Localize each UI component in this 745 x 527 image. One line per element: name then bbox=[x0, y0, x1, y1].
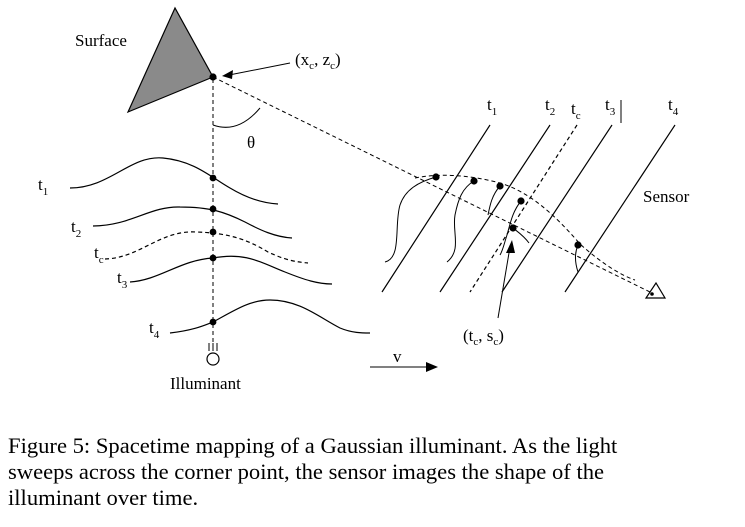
sensor-point-arrow bbox=[497, 246, 511, 319]
sensor-profile-2 bbox=[446, 180, 475, 263]
velocity-arrowhead bbox=[426, 362, 438, 372]
gaussian-curve-t4 bbox=[169, 299, 371, 334]
sensor-point-a bbox=[470, 177, 478, 185]
svg-text:(xc, zc): (xc, zc) bbox=[295, 50, 341, 72]
curve-point-tc bbox=[209, 228, 217, 236]
right-time-label-tc: tc bbox=[571, 99, 581, 122]
sensor-eye-icon bbox=[644, 281, 667, 299]
left-time-label-t4: t4 bbox=[149, 318, 160, 341]
sensor-point-b bbox=[496, 182, 504, 190]
surface-triangle bbox=[126, 6, 214, 114]
right-time-label-t2: t2 bbox=[545, 95, 555, 118]
gaussian-curve-tc bbox=[104, 231, 309, 264]
sensor-profile-6 bbox=[574, 244, 579, 273]
left-time-label-t2: t2 bbox=[71, 217, 81, 240]
right-time-label-t1: t1 bbox=[487, 95, 497, 118]
sensor-point-arrowhead bbox=[506, 240, 515, 253]
caption-line-2: sweeps across the corner point, the sens… bbox=[8, 459, 605, 484]
caption-line-1: Figure 5: Spacetime mapping of a Gaussia… bbox=[8, 433, 618, 458]
theta-arc bbox=[212, 107, 261, 128]
figure-caption: Figure 5: Spacetime mapping of a Gaussia… bbox=[8, 433, 740, 511]
right-time-label-t3: t3 bbox=[605, 95, 616, 118]
sensor-line-t2 bbox=[439, 124, 551, 293]
gaussian-curve-t1 bbox=[69, 157, 279, 205]
gaussian-curve-t3 bbox=[129, 255, 333, 285]
curve-point-t3 bbox=[209, 254, 217, 262]
gaussian-curve-t2 bbox=[92, 206, 293, 239]
illuminant-label: Illuminant bbox=[170, 374, 241, 393]
caption-line-3: illuminant over time. bbox=[8, 485, 199, 510]
sensor-point-c bbox=[517, 197, 525, 205]
theta-label: θ bbox=[247, 133, 255, 152]
surface-label: Surface bbox=[75, 31, 127, 50]
sensor-envelope-curve bbox=[414, 174, 636, 281]
curve-point-t4 bbox=[209, 318, 217, 326]
right-time-label-t4: t4 bbox=[668, 95, 679, 118]
sensor-line-t1 bbox=[381, 124, 491, 293]
sensor-point-tc bbox=[509, 224, 517, 232]
sensor-label: Sensor bbox=[643, 187, 690, 206]
sensor-point-t4 bbox=[574, 241, 582, 249]
sensor-line-tc bbox=[469, 124, 578, 293]
spacetime-figure: Surface (xc, zc) θ t1 t2 tc t3 t4 Illumi… bbox=[38, 6, 690, 393]
illuminant-icon bbox=[206, 343, 220, 366]
left-time-label-t3: t3 bbox=[117, 268, 128, 291]
corner-arrow bbox=[223, 62, 291, 77]
corner-arrowhead bbox=[222, 70, 233, 79]
velocity-label: v bbox=[393, 347, 402, 366]
left-time-label-tc: tc bbox=[94, 243, 104, 266]
corner-point-label: (xc, zc) bbox=[295, 50, 341, 72]
curve-point-t1 bbox=[209, 174, 217, 182]
sensor-point-t1 bbox=[432, 173, 440, 181]
sensor-line-t4 bbox=[564, 124, 676, 293]
corner-point bbox=[209, 73, 217, 81]
left-time-label-t1: t1 bbox=[38, 175, 48, 198]
sensor-line-t3 bbox=[501, 124, 613, 293]
sensor-profile-4 bbox=[499, 200, 522, 256]
sensor-profile-1 bbox=[384, 176, 437, 263]
curve-point-t2 bbox=[209, 205, 217, 213]
sensor-point-label: (tc, sc) bbox=[463, 326, 504, 348]
viewing-ray bbox=[212, 76, 653, 294]
